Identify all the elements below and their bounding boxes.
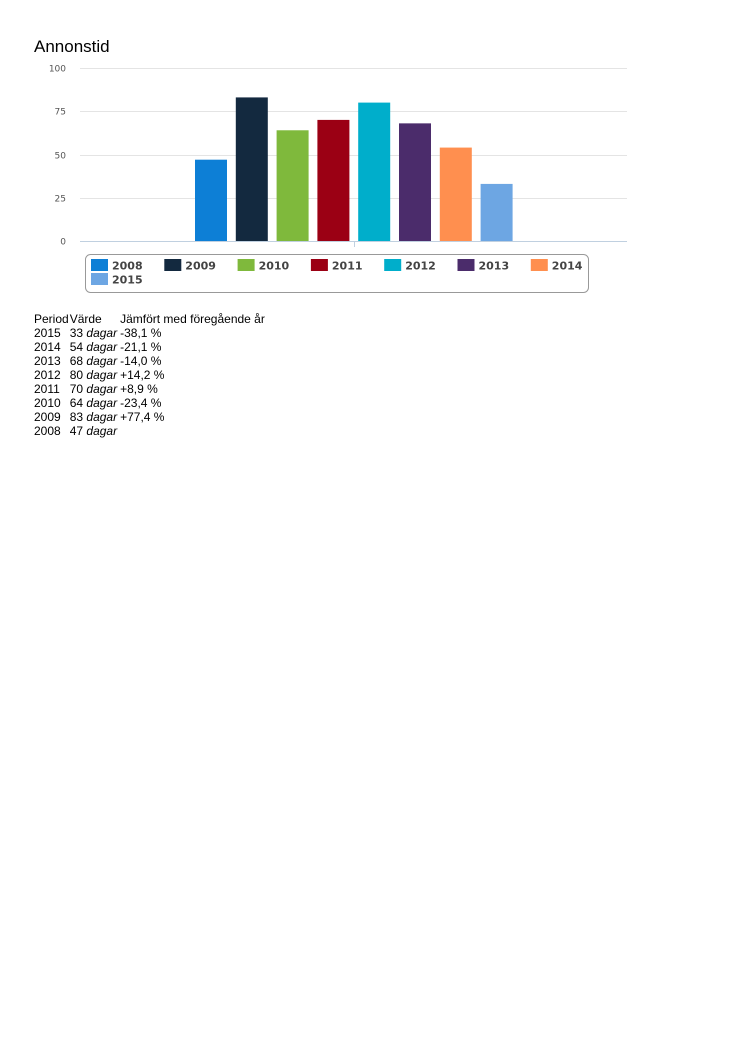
legend-swatch-2008 [91, 259, 108, 271]
row-value: 83 dagar [70, 410, 120, 424]
value-unit: dagar [86, 354, 118, 368]
chart-title: Annonstid [34, 37, 110, 56]
legend-swatch-2012 [384, 259, 402, 271]
table-row: 2009 83 dagar +77,4 % [34, 410, 268, 424]
value-unit: dagar [86, 424, 118, 438]
bar-2010[interactable] [276, 130, 309, 241]
value-number: 54 [69, 340, 84, 354]
bar-2012[interactable] [358, 102, 391, 241]
value-unit: dagar [86, 410, 118, 424]
y-tick-label: 75 [55, 108, 66, 118]
value-number: 80 [69, 368, 84, 382]
header-compare: Jämfört med föregående år [120, 312, 265, 326]
legend-swatch-2010 [237, 259, 255, 271]
row-change: +8,9 % [120, 382, 158, 396]
legend-label-2008[interactable]: 2008 [112, 260, 143, 273]
row-value: 68 dagar [70, 354, 120, 368]
legend-label-2011[interactable]: 2011 [332, 260, 363, 273]
row-value: 70 dagar [70, 382, 120, 396]
y-axis-ticks: 0 25 50 75 100 [49, 65, 66, 248]
legend-label-2009[interactable]: 2009 [185, 260, 216, 273]
table-header-row: Period Värde Jämfört med föregående år [34, 312, 268, 326]
row-value: 80 dagar [70, 368, 120, 382]
row-period: 2012 [34, 368, 61, 382]
y-tick-label: 25 [55, 195, 66, 205]
legend-label-2014[interactable]: 2014 [552, 260, 583, 273]
row-change: -38,1 % [120, 326, 162, 340]
y-gridlines [80, 68, 627, 242]
value-number: 33 [69, 326, 84, 340]
row-change: +77,4 % [120, 410, 165, 424]
y-tick-label: 100 [49, 65, 66, 75]
value-unit: dagar [86, 326, 118, 340]
legend-label-2010[interactable]: 2010 [259, 260, 290, 273]
table-row: 2012 80 dagar +14,2 % [34, 368, 268, 382]
table-row: 2014 54 dagar -21,1 % [34, 340, 268, 354]
value-number: 68 [69, 354, 84, 368]
value-number: 64 [69, 396, 84, 410]
legend-swatch-2014 [530, 259, 548, 271]
header-period: Period [34, 312, 69, 326]
bar-2008[interactable] [195, 159, 227, 241]
legend-label-2015[interactable]: 2015 [112, 274, 143, 287]
row-period: 2010 [34, 396, 61, 410]
value-unit: dagar [86, 340, 118, 354]
data-table: Period Värde Jämfört med föregående år 2… [34, 312, 268, 438]
table-row: 2013 68 dagar -14,0 % [34, 354, 268, 368]
row-period: 2008 [34, 424, 61, 438]
legend-swatch-2011 [310, 259, 328, 271]
table-row: 2010 64 dagar -23,4 % [34, 396, 268, 410]
legend-swatch-2009 [164, 259, 182, 271]
row-period: 2013 [34, 354, 61, 368]
legend-label-2013[interactable]: 2013 [479, 260, 510, 273]
bar-2009[interactable] [235, 97, 268, 241]
row-change: -23,4 % [120, 396, 162, 410]
value-number: 47 [69, 424, 84, 438]
value-number: 70 [69, 382, 84, 396]
bar-2014[interactable] [439, 147, 472, 241]
table-body: 2015 33 dagar -38,1 % 2014 54 dagar -21,1 % 20… [34, 326, 268, 438]
table-row: 2015 33 dagar -38,1 % [34, 326, 268, 340]
row-value: 54 dagar [70, 340, 120, 354]
bars [195, 97, 513, 241]
row-period: 2011 [34, 382, 60, 396]
row-change [120, 424, 268, 438]
bar-2015[interactable] [480, 183, 513, 241]
row-period: 2009 [34, 410, 61, 424]
bar-2011[interactable] [317, 119, 350, 241]
y-tick-label: 50 [55, 152, 67, 162]
legend-label-2012[interactable]: 2012 [405, 260, 436, 273]
header-value: Värde [69, 312, 102, 326]
value-unit: dagar [86, 396, 118, 410]
y-tick-label: 0 [60, 238, 66, 248]
row-value: 47 dagar [70, 424, 120, 438]
value-unit: dagar [86, 382, 118, 396]
row-change: -14,0 % [120, 354, 162, 368]
row-value: 33 dagar [70, 326, 120, 340]
value-number: 83 [69, 410, 84, 424]
row-period: 2015 [34, 326, 61, 340]
legend-swatch-2013 [457, 259, 475, 271]
legend-swatch-2015 [91, 273, 108, 285]
table-row: 2011 70 dagar +8,9 % [34, 382, 268, 396]
row-period: 2014 [34, 340, 61, 354]
legend: 2008 2009 2010 2011 2012 2013 2014 2015 [85, 254, 589, 293]
value-unit: dagar [86, 368, 118, 382]
table-row: 2008 47 dagar [34, 424, 268, 438]
bar-2013[interactable] [399, 123, 431, 241]
row-value: 64 dagar [70, 396, 120, 410]
row-change: -21,1 % [120, 340, 162, 354]
row-change: +14,2 % [120, 368, 165, 382]
